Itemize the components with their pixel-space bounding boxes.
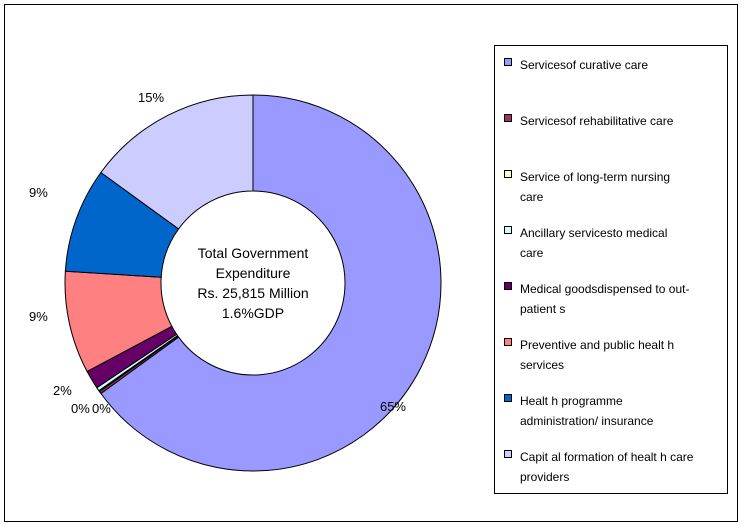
value-label-ancillary-servicesto-medical-care: 0% [71, 401, 90, 416]
legend: Servicesof curative care Servicesof rehab… [494, 45, 728, 494]
legend-label: Capit al formation of healt h care provid… [520, 450, 694, 484]
legend-swatch [504, 338, 512, 346]
center-text-line-3: Rs. 25,815 Million [197, 285, 308, 301]
donut-slices [64, 94, 442, 472]
value-label-service-of-long-term-nursing-care: 0% [92, 401, 111, 416]
value-label-healt-h-programme-administration-insurance: 9% [29, 185, 48, 200]
value-labels: 65% 0%0% 2% 9% 9% 15% [29, 90, 406, 416]
legend-swatch [504, 450, 512, 458]
chart-frame: 65% 0% 0% 2% 9% 9% 15% Total Government Expendi… [4, 4, 738, 522]
legend-label: Healt h programme administration/ insuran… [520, 394, 654, 428]
center-text: Total Government Expenditure Rs. 25,815 Mi… [197, 245, 308, 321]
legend-swatch [504, 394, 512, 402]
slice-capit-al-formation-of-healt-h-care-providers [100, 94, 254, 230]
legend-label: Preventive and public healt h services [520, 338, 675, 372]
legend-swatch [504, 226, 512, 234]
legend-label: Medical goodsdispensed to out-patient s [520, 282, 690, 316]
legend-label: Ancillary servicesto medical care [520, 226, 668, 260]
legend-swatch [504, 282, 512, 290]
legend-label: Service of long-term nursing care [520, 170, 671, 204]
value-label-medical-goodsdispensed-to-out-patient-s: 2% [53, 383, 72, 398]
legend-label: Servicesof curative care [520, 58, 649, 72]
value-label-servicesof-curative-care: 65% [380, 399, 406, 414]
center-text-line-1: Total Government [198, 245, 309, 261]
value-label-capit-al-formation-of-healt-h-care-providers: 15% [138, 90, 164, 105]
center-text-line-4: 1.6%GDP [222, 305, 284, 321]
legend-swatch [504, 58, 512, 66]
legend-label: Servicesof rehabilitative care [520, 114, 674, 128]
donut-chart: 65% 0%0% 2% 9% 9% 15% Total Government Expendi… [29, 90, 442, 472]
value-label-preventive-and-public-healt-h-services: 9% [29, 309, 48, 324]
legend-swatch [504, 114, 512, 122]
legend-swatch [504, 170, 512, 178]
slice-servicesof-curative-care [100, 94, 442, 472]
center-text-line-2: Expenditure [216, 265, 291, 281]
